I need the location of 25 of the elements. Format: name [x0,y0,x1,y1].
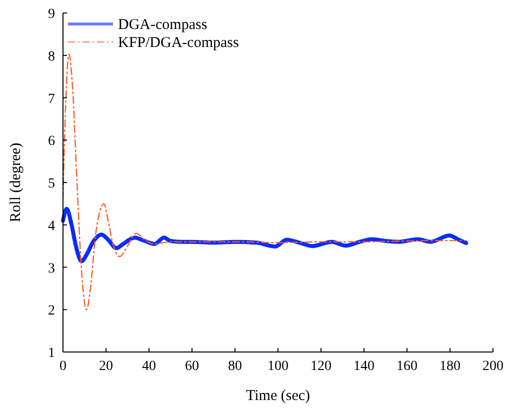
y-tick-label: 9 [48,7,55,22]
x-tick-label: 100 [268,359,288,374]
y-tick-label: 7 [48,92,55,107]
x-tick-label: 0 [60,359,66,374]
y-tick-label: 2 [48,304,55,319]
x-tick-label: 60 [185,359,199,374]
y-tick-label: 6 [48,134,55,150]
y-tick-label: 3 [48,261,55,276]
x-tick-label: 160 [396,359,418,374]
y-tick-label: 1 [48,346,55,361]
legend-label: DGA-compass [118,17,208,33]
x-tick-label: 120 [310,359,332,374]
y-tick-label: 5 [48,176,55,192]
x-axis-title: Time (sec) [246,388,310,404]
line-series [62,54,467,310]
y-axis-title: Roll (degree) [8,142,24,222]
x-tick-label: 40 [142,359,156,374]
x-tick-label: 80 [228,359,242,374]
legend-label: KFP/DGA-compass [118,35,239,51]
y-tick-label: 4 [48,218,55,234]
x-tick-label: 200 [482,359,504,374]
x-tick-label: 180 [440,359,460,374]
x-tick-label: 140 [354,359,374,374]
y-tick-label: 8 [48,49,55,64]
x-tick-label: 20 [99,359,113,374]
